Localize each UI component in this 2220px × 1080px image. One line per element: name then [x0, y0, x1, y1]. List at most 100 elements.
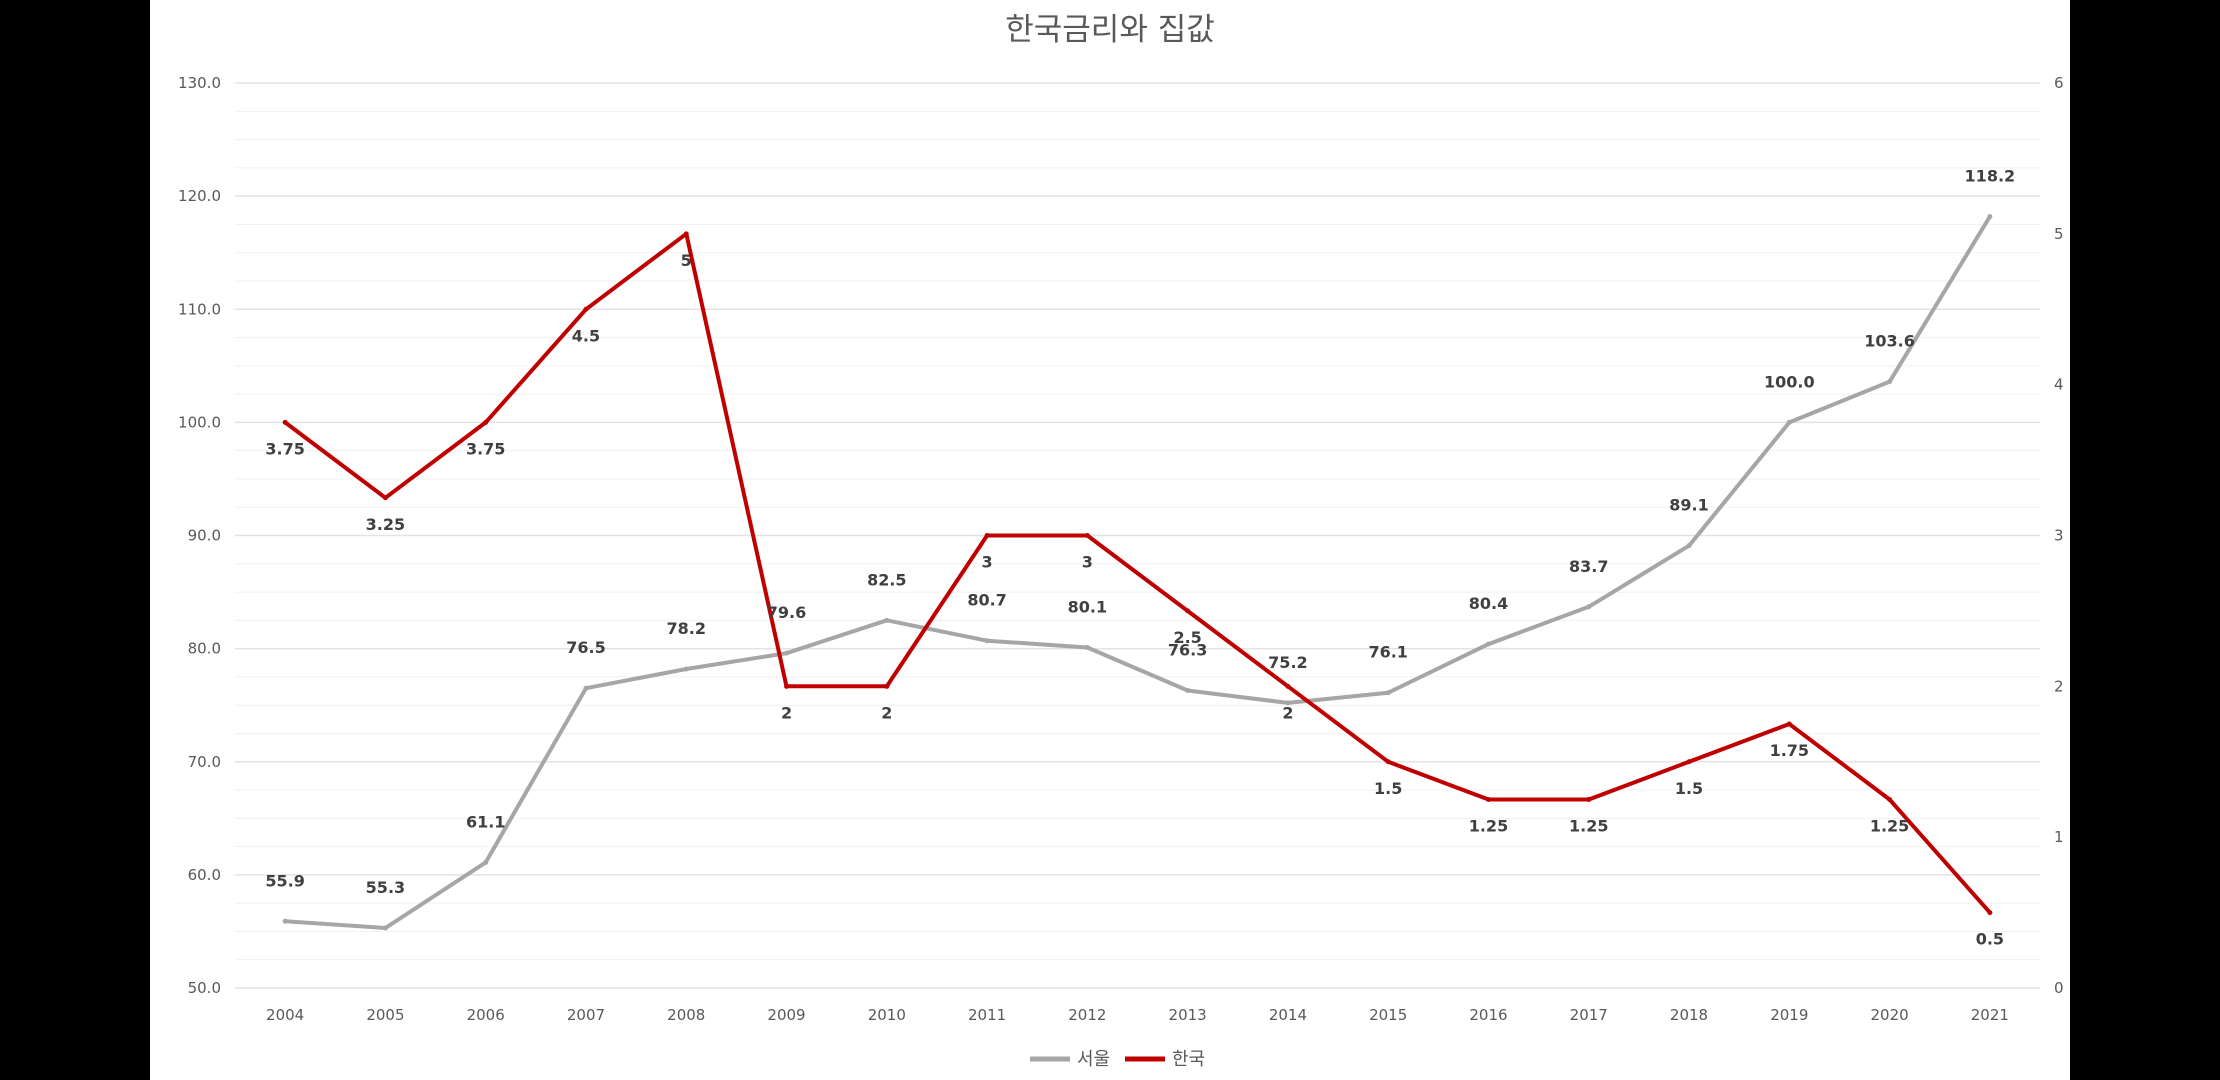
left-axis-tick-label: 70.0	[188, 753, 221, 771]
data-point-seoul	[1686, 543, 1692, 549]
data-point-seoul	[483, 859, 489, 865]
x-axis-tick-label: 2020	[1870, 1006, 1908, 1024]
data-point-korea	[1385, 759, 1391, 765]
x-axis-tick-label: 2004	[266, 1006, 304, 1024]
left-axis-tick-label: 120.0	[178, 187, 221, 205]
legend: 서울 한국	[1030, 1049, 1205, 1070]
data-label-seoul: 89.1	[1669, 496, 1708, 515]
data-point-seoul	[784, 650, 790, 656]
x-axis-tick-label: 2015	[1369, 1006, 1407, 1024]
data-label-korea: 1.5	[1374, 779, 1402, 798]
data-label-seoul: 80.7	[967, 591, 1006, 610]
data-point-korea	[1185, 608, 1191, 614]
data-label-korea: 2	[881, 703, 892, 722]
series-line-korea	[283, 231, 1992, 915]
data-point-seoul	[1987, 213, 1993, 219]
data-point-seoul	[583, 685, 589, 691]
data-label-seoul: 80.4	[1469, 594, 1508, 613]
data-label-seoul: 78.2	[667, 619, 706, 638]
x-axis-tick-label: 2017	[1570, 1006, 1608, 1024]
right-axis-tick-label: 2	[2054, 677, 2064, 695]
data-point-seoul	[1887, 379, 1893, 385]
data-point-korea	[984, 533, 990, 538]
data-point-seoul	[282, 918, 288, 924]
right-axis-tick-label: 1	[2054, 828, 2064, 846]
data-point-korea	[683, 231, 689, 237]
x-axis-tick-label: 2005	[366, 1006, 404, 1024]
data-label-korea: 3.75	[265, 439, 304, 458]
x-axis-tick-label: 2014	[1269, 1006, 1307, 1024]
data-label-korea: 3	[982, 553, 993, 572]
x-axis-tick-label: 2010	[868, 1006, 906, 1024]
data-label-korea: 1.25	[1469, 816, 1508, 835]
data-point-korea	[1285, 683, 1291, 689]
data-label-seoul: 82.5	[867, 570, 906, 589]
data-label-korea: 3.75	[466, 439, 505, 458]
data-label-korea: 5	[681, 251, 692, 270]
data-label-korea: 4.5	[572, 326, 600, 345]
right-axis-tick-label: 5	[2054, 225, 2064, 243]
data-label-korea: 3	[1082, 553, 1093, 572]
data-point-seoul	[884, 617, 890, 623]
series-line-seoul	[283, 214, 1992, 930]
data-point-seoul	[1285, 700, 1291, 706]
x-axis-tick-label: 2011	[968, 1006, 1006, 1024]
x-axis-tick-label: 2013	[1169, 1006, 1207, 1024]
data-point-korea	[1786, 721, 1792, 727]
data-point-seoul	[1385, 690, 1391, 696]
data-label-seoul: 103.6	[1864, 332, 1915, 351]
data-label-seoul: 76.3	[1168, 640, 1207, 659]
data-label-seoul: 100.0	[1764, 372, 1815, 391]
left-y-axis: 50.0 60.0 70.0 80.0 90.0 100.0 110.0 120.0 130.0	[178, 74, 221, 997]
legend-label-korea: 한국	[1172, 1049, 1205, 1070]
data-label-korea: 3.25	[366, 515, 405, 534]
data-label-seoul: 76.5	[566, 638, 605, 657]
x-axis-tick-label: 2012	[1068, 1006, 1106, 1024]
data-label-seoul: 80.1	[1068, 597, 1107, 616]
data-point-seoul	[1084, 644, 1090, 650]
x-axis-tick-label: 2019	[1770, 1006, 1808, 1024]
right-axis-tick-label: 4	[2054, 376, 2064, 394]
x-axis-tick-label: 2016	[1469, 1006, 1507, 1024]
x-axis-tick-label: 2018	[1670, 1006, 1708, 1024]
right-axis-tick-label: 3	[2054, 527, 2064, 545]
data-label-korea: 1.75	[1770, 741, 1809, 760]
data-label-seoul: 75.2	[1268, 653, 1307, 672]
data-label-korea: 2	[1282, 703, 1293, 722]
data-label-korea: 1.25	[1569, 816, 1608, 835]
left-axis-tick-label: 100.0	[178, 413, 221, 431]
data-label-korea: 1.5	[1675, 779, 1703, 798]
data-label-seoul: 76.1	[1368, 643, 1407, 662]
data-label-seoul: 55.9	[265, 871, 304, 890]
data-point-korea	[382, 495, 388, 501]
data-point-korea	[884, 683, 890, 689]
x-axis-tick-label: 2008	[667, 1006, 705, 1024]
x-axis-tick-label: 2009	[767, 1006, 805, 1024]
data-point-seoul	[382, 925, 388, 931]
data-label-seoul: 83.7	[1569, 557, 1608, 576]
data-point-seoul	[683, 666, 689, 672]
data-point-korea	[1586, 796, 1592, 802]
series-lines	[282, 213, 1993, 931]
x-axis-tick-label: 2021	[1971, 1006, 2009, 1024]
left-axis-tick-label: 110.0	[178, 300, 221, 318]
left-axis-tick-label: 80.0	[188, 640, 221, 658]
data-point-korea	[282, 419, 288, 425]
left-axis-tick-label: 90.0	[188, 527, 221, 545]
chart-title: 한국금리와 집값	[1005, 12, 1215, 48]
data-point-korea	[1084, 533, 1090, 538]
data-point-korea	[784, 683, 790, 689]
line-chart: 한국금리와 집값 50.0 60.0 70.0 80.0 90.0 100.0 110.0 1…	[178, 12, 2064, 1070]
data-point-korea	[583, 306, 589, 312]
data-point-korea	[1686, 759, 1692, 765]
x-axis-tick-label: 2007	[567, 1006, 605, 1024]
data-label-seoul: 79.6	[767, 603, 806, 622]
data-point-seoul	[1485, 641, 1491, 647]
data-point-seoul	[1185, 687, 1191, 693]
data-labels: 55.9 55.3 61.1 76.5 78.2 79.6 82.5 80.7 80.1 76.3…	[265, 166, 2015, 948]
data-point-korea	[483, 419, 489, 425]
left-axis-tick-label: 130.0	[178, 74, 221, 92]
right-axis-tick-label: 0	[2054, 979, 2064, 997]
chart-panel: 한국금리와 집값 50.0 60.0 70.0 80.0 90.0 100.0 110.0 1…	[150, 0, 2070, 1080]
right-axis-tick-label: 6	[2054, 74, 2064, 92]
